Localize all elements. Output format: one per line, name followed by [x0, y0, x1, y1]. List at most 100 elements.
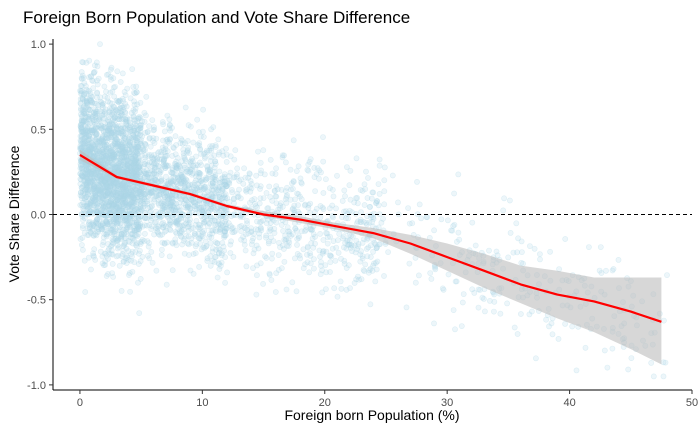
scatter-point	[98, 125, 105, 132]
scatter-point	[111, 140, 118, 147]
scatter-point	[99, 242, 106, 248]
scatter-point	[234, 165, 241, 172]
scatter-point	[273, 165, 279, 172]
scatter-point	[121, 229, 128, 236]
scatter-point	[111, 200, 118, 207]
scatter-point	[210, 124, 217, 130]
scatter-point	[89, 227, 96, 234]
scatter-point	[189, 171, 195, 178]
scatter-point	[204, 255, 211, 262]
scatter-point	[147, 190, 154, 196]
scatter-point	[135, 115, 142, 122]
scatter-point	[129, 198, 135, 204]
scatter-point	[354, 194, 360, 201]
scatter-point	[266, 271, 273, 278]
scatter-point	[93, 130, 100, 137]
scatter-point	[253, 182, 260, 189]
scatter-point	[90, 202, 97, 209]
scatter-point	[246, 170, 253, 177]
scatter-point	[111, 182, 117, 189]
scatter-point	[89, 77, 95, 84]
scatter-point	[289, 185, 296, 192]
scatter-point	[117, 214, 124, 221]
y-axis-title: Vote Share Difference	[6, 145, 22, 282]
scatter-point	[370, 262, 376, 269]
scatter-point	[125, 135, 132, 142]
scatter-point	[110, 116, 116, 123]
scatter-point	[97, 180, 104, 187]
scatter-point	[84, 191, 91, 197]
scatter-point	[203, 213, 210, 220]
scatter-point	[222, 181, 229, 188]
scatter-point	[373, 199, 380, 206]
scatter-point	[114, 197, 121, 203]
scatter-point	[131, 125, 138, 131]
scatter-point	[116, 160, 123, 167]
scatter-point	[451, 221, 458, 228]
scatter-point	[294, 190, 300, 197]
scatter-point	[79, 169, 86, 176]
scatter-point	[77, 202, 84, 208]
scatter-point	[185, 144, 192, 151]
scatter-point	[81, 229, 88, 236]
scatter-point	[168, 202, 174, 209]
scatter-point	[129, 166, 136, 172]
scatter-point	[305, 161, 312, 168]
scatter-point	[119, 195, 126, 202]
scatter-point	[105, 174, 112, 181]
scatter-point	[185, 122, 192, 129]
scatter-point	[151, 126, 158, 133]
scatter-point	[197, 240, 204, 247]
scatter-point	[78, 111, 84, 118]
scatter-point	[147, 217, 154, 224]
scatter-point	[136, 216, 142, 223]
scatter-point	[201, 185, 208, 192]
scatter-point	[306, 269, 313, 276]
scatter-point	[120, 137, 127, 144]
scatter-point	[598, 270, 605, 276]
scatter-point	[307, 260, 314, 267]
scatter-point	[159, 239, 166, 246]
scatter-point	[217, 221, 224, 228]
scatter-point	[164, 148, 171, 155]
scatter-point	[80, 59, 86, 66]
scatter-point	[179, 174, 186, 180]
scatter-point	[361, 268, 368, 274]
scatter-point	[222, 279, 228, 286]
scatter-point	[241, 224, 248, 231]
scatter-point	[86, 219, 92, 226]
scatter-point	[304, 166, 311, 173]
scatter-point	[161, 163, 168, 169]
scatter-point	[110, 155, 117, 162]
scatter-point	[129, 158, 136, 165]
scatter-point	[164, 112, 171, 119]
scatter-point	[212, 172, 219, 179]
scatter-point	[98, 223, 105, 230]
scatter-point	[108, 156, 115, 163]
scatter-point	[108, 182, 115, 188]
scatter-point	[154, 225, 161, 232]
scatter-point	[146, 123, 152, 129]
scatter-point	[87, 127, 93, 134]
scatter-point	[501, 195, 507, 202]
scatter-point	[224, 269, 230, 276]
scatter-point	[196, 235, 202, 242]
scatter-point	[118, 122, 124, 129]
scatter-point	[196, 204, 202, 211]
scatter-point	[78, 88, 84, 94]
scatter-point	[194, 141, 201, 148]
scatter-point	[258, 227, 265, 234]
scatter-point	[133, 130, 140, 137]
scatter-point	[80, 131, 87, 138]
scatter-point	[269, 170, 276, 177]
scatter-point	[95, 170, 102, 176]
scatter-point	[137, 122, 144, 129]
scatter-point	[116, 166, 122, 173]
scatter-point	[101, 178, 107, 185]
scatter-point	[269, 250, 276, 257]
scatter-point	[220, 232, 227, 239]
scatter-point	[416, 201, 423, 208]
scatter-point	[137, 99, 144, 106]
y-tick-label: 0.5	[31, 124, 46, 136]
scatter-point	[273, 193, 280, 200]
